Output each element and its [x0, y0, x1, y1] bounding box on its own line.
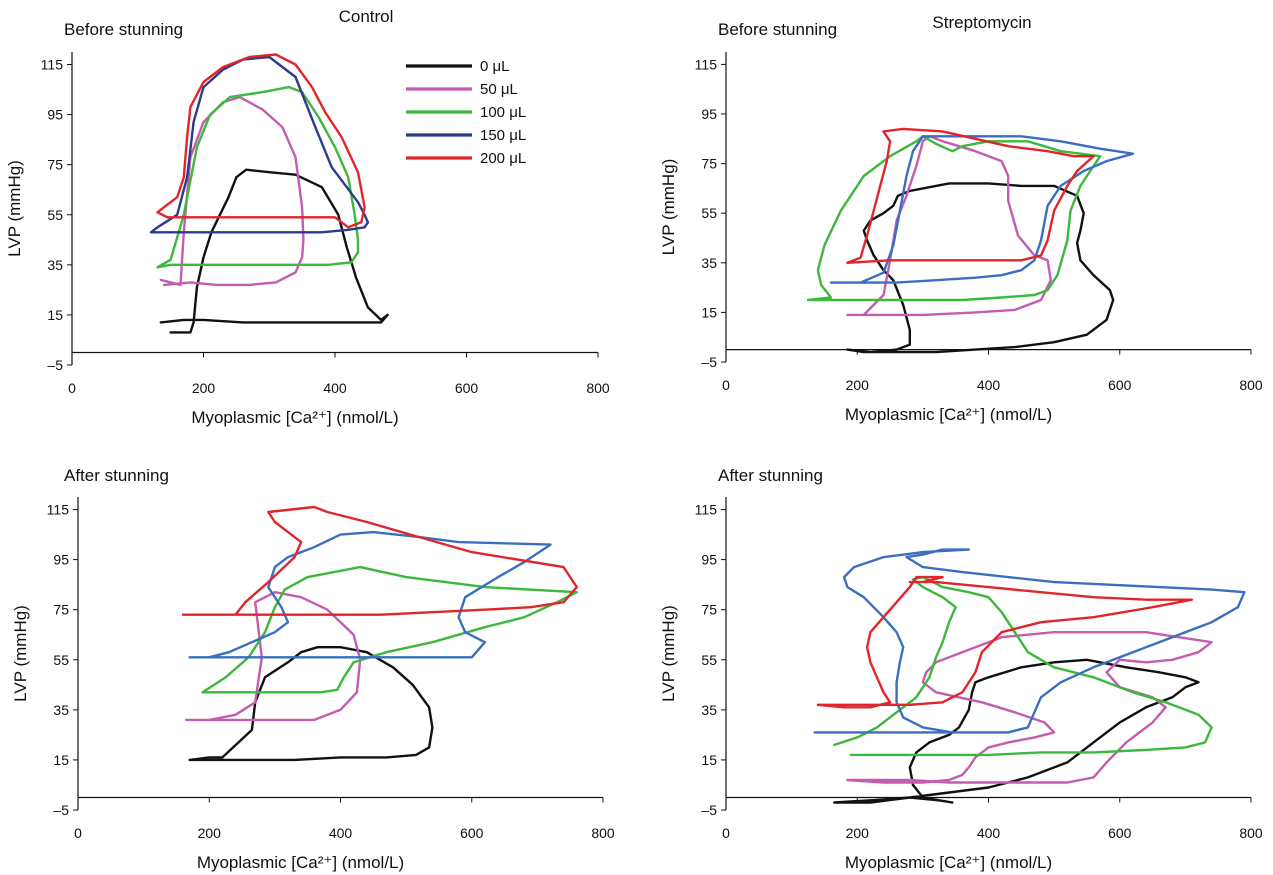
y-tick-label: 95 [53, 552, 69, 568]
x-axis-title: Myoplasmic [Ca²⁺] (nmol/L) [197, 853, 404, 872]
x-tick-label: 800 [586, 380, 610, 396]
y-axis-title: LVP (mmHg) [5, 160, 24, 257]
y-tick-label: 75 [47, 157, 63, 173]
y-tick-label: 115 [695, 502, 718, 518]
legend-label: 150 μL [480, 127, 526, 144]
y-tick-label: 15 [701, 752, 717, 768]
x-tick-label: 200 [846, 377, 870, 393]
series-curve-100ul [806, 135, 1102, 302]
series-curve-0ul [833, 658, 1200, 804]
x-tick-label: 800 [591, 825, 615, 841]
series-curve-200ul [816, 575, 1194, 709]
x-tick-label: 0 [74, 825, 82, 841]
y-tick-label: 35 [701, 255, 717, 271]
y-tick-label: 35 [701, 702, 717, 718]
series-curve-150ul [829, 135, 1135, 284]
y-tick-label: 75 [701, 602, 717, 618]
series-curve-100ul [833, 575, 1213, 757]
x-tick-label: 400 [977, 377, 1001, 393]
legend-label: 200 μL [480, 150, 526, 167]
y-tick-label: 95 [47, 107, 63, 123]
x-tick-label: 200 [846, 825, 870, 841]
y-tick-label: 95 [701, 552, 717, 568]
x-tick-label: 400 [977, 825, 1001, 841]
panel-title: Streptomycin [932, 13, 1031, 32]
legend: 0 μL 50 μL 100 μL 150 μL 200 μL [406, 58, 526, 167]
series-curve-200ul [156, 53, 366, 229]
chart-panel-1: –5 15 35 55 75 95 115 0 200 400 600 800 Myoplasmic [… [5, 7, 610, 427]
panel-title: Control [339, 7, 394, 26]
series-curve-0ul [188, 646, 434, 762]
y-tick-label: 115 [41, 57, 64, 73]
y-tick-label: –5 [701, 802, 717, 818]
legend-label: 50 μL [480, 81, 518, 98]
series-curve-150ul [149, 55, 370, 234]
chart-panel-3: –5 15 35 55 75 95 115 0 200 400 600 800 Myoplasmic [… [11, 466, 615, 872]
y-tick-label: –5 [53, 802, 69, 818]
y-tick-label: –5 [47, 357, 63, 373]
y-axis-title: LVP (mmHg) [659, 605, 678, 702]
x-tick-label: 600 [455, 380, 479, 396]
y-axis-title: LVP (mmHg) [11, 605, 30, 702]
y-tick-label: 15 [53, 752, 69, 768]
legend-label: 100 μL [480, 104, 526, 121]
series-curve-100ul [156, 85, 360, 269]
series-curve-50ul [846, 135, 1052, 317]
x-tick-label: 600 [460, 825, 484, 841]
x-tick-label: 600 [1108, 825, 1132, 841]
y-tick-label: 55 [701, 205, 717, 221]
x-tick-label: 0 [68, 380, 76, 396]
panel-subtitle: After stunning [64, 466, 169, 485]
y-tick-label: 55 [701, 652, 717, 668]
x-tick-label: 800 [1239, 825, 1263, 841]
panel-subtitle: Before stunning [64, 20, 183, 39]
y-tick-label: 35 [47, 257, 63, 273]
legend-label: 0 μL [480, 58, 510, 75]
x-tick-label: 0 [722, 825, 730, 841]
y-tick-label: 15 [701, 304, 717, 320]
y-tick-label: 115 [47, 502, 70, 518]
series-curve-200ul [846, 127, 1095, 264]
series-curve-50ul [185, 591, 362, 722]
y-tick-label: 35 [53, 702, 69, 718]
series-curve-0ul [846, 182, 1115, 354]
y-axis-title: LVP (mmHg) [659, 159, 678, 256]
chart-panel-4: –5 15 35 55 75 95 115 0 200 400 600 800 Myoplasmic [… [659, 466, 1263, 872]
x-axis-title: Myoplasmic [Ca²⁺] (nmol/L) [845, 853, 1052, 872]
x-tick-label: 400 [329, 825, 353, 841]
x-axis-title: Myoplasmic [Ca²⁺] (nmol/L) [845, 405, 1052, 424]
x-tick-label: 0 [722, 377, 730, 393]
y-tick-label: –5 [701, 354, 717, 370]
y-tick-label: 95 [701, 106, 717, 122]
x-tick-label: 400 [323, 380, 347, 396]
series-curve-150ul [188, 530, 552, 659]
x-tick-label: 200 [198, 825, 222, 841]
series-curve-150ul [813, 548, 1246, 734]
x-tick-label: 600 [1108, 377, 1132, 393]
x-tick-label: 200 [192, 380, 216, 396]
x-axis-title: Myoplasmic [Ca²⁺] (nmol/L) [191, 408, 398, 427]
series-curve-200ul [181, 505, 578, 616]
chart-panel-2: –5 15 35 55 75 95 115 0 200 400 600 800 Myoplasmic [… [659, 13, 1263, 424]
x-tick-label: 800 [1239, 377, 1263, 393]
y-tick-label: 55 [53, 652, 69, 668]
y-tick-label: 75 [701, 156, 717, 172]
panel-subtitle: Before stunning [718, 20, 837, 39]
y-tick-label: 115 [695, 56, 718, 72]
y-tick-label: 55 [47, 207, 63, 223]
series-curve-50ul [846, 631, 1213, 784]
y-tick-label: 75 [53, 602, 69, 618]
panel-subtitle: After stunning [718, 466, 823, 485]
series-curve-0ul [159, 168, 389, 334]
y-tick-label: 15 [47, 307, 63, 323]
